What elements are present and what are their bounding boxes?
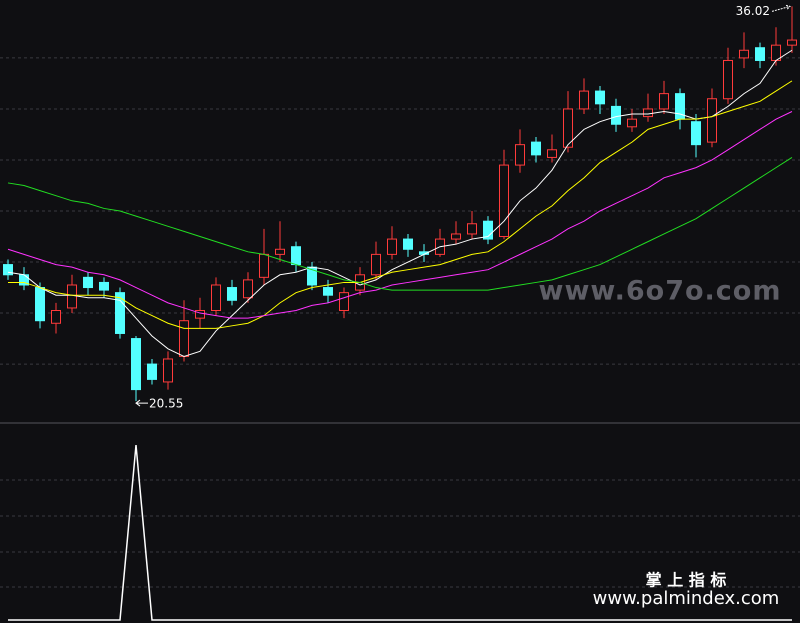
candle-body (467, 223, 477, 235)
watermark: www.6o7o.com (539, 276, 782, 307)
candle-body (563, 108, 573, 148)
candle-body (291, 246, 301, 266)
moving-average (8, 80, 793, 329)
candle-body (179, 320, 189, 357)
candle-body (627, 118, 637, 128)
candle-body (755, 47, 765, 61)
candle-body (515, 144, 525, 166)
candle-body (115, 292, 125, 334)
moving-average (7, 156, 793, 291)
candle-body (323, 287, 333, 296)
candle-body (707, 98, 717, 143)
candle-body (243, 279, 253, 299)
candle-body (611, 105, 621, 125)
candle-body (403, 238, 413, 250)
brand-url: www.palmindex.com (593, 588, 780, 609)
candle-body (547, 149, 557, 158)
candle-body (99, 281, 109, 291)
brand: 掌 上 指 标 (646, 571, 727, 590)
candle-body (659, 93, 669, 110)
candle-body (147, 363, 157, 380)
low-label: 20.55 (149, 397, 183, 411)
candle-body (195, 310, 205, 319)
candle-body (83, 276, 93, 289)
candle-body (339, 292, 349, 312)
plot: 36.02 20.55 (0, 4, 800, 621)
candle-body (67, 284, 77, 309)
high-label: 36.02 (736, 4, 770, 18)
label-arrow (135, 399, 148, 407)
candle-body (227, 287, 237, 301)
candle-body (579, 90, 589, 110)
candle-body (131, 338, 141, 391)
candle-body (387, 238, 397, 255)
candle-body (451, 233, 461, 240)
candle-body (3, 264, 13, 276)
candle-body (787, 39, 797, 46)
moving-average (7, 111, 793, 319)
candle-body (739, 49, 749, 59)
candle-body (643, 108, 653, 118)
candle-body (691, 121, 701, 146)
candle-body (531, 141, 541, 156)
moving-average (7, 49, 793, 357)
candle-body (275, 248, 285, 255)
candle-body (483, 220, 493, 240)
indicator-line (8, 444, 792, 621)
candle-body (723, 59, 733, 100)
candle-body (371, 253, 381, 276)
label-arrow (771, 4, 791, 12)
candle-body (35, 287, 45, 322)
candle-body (51, 310, 61, 324)
candle-body (259, 253, 269, 278)
candle-body (163, 358, 173, 383)
candle-body (211, 284, 221, 312)
candle-body (499, 164, 509, 238)
candle-body (595, 90, 605, 105)
